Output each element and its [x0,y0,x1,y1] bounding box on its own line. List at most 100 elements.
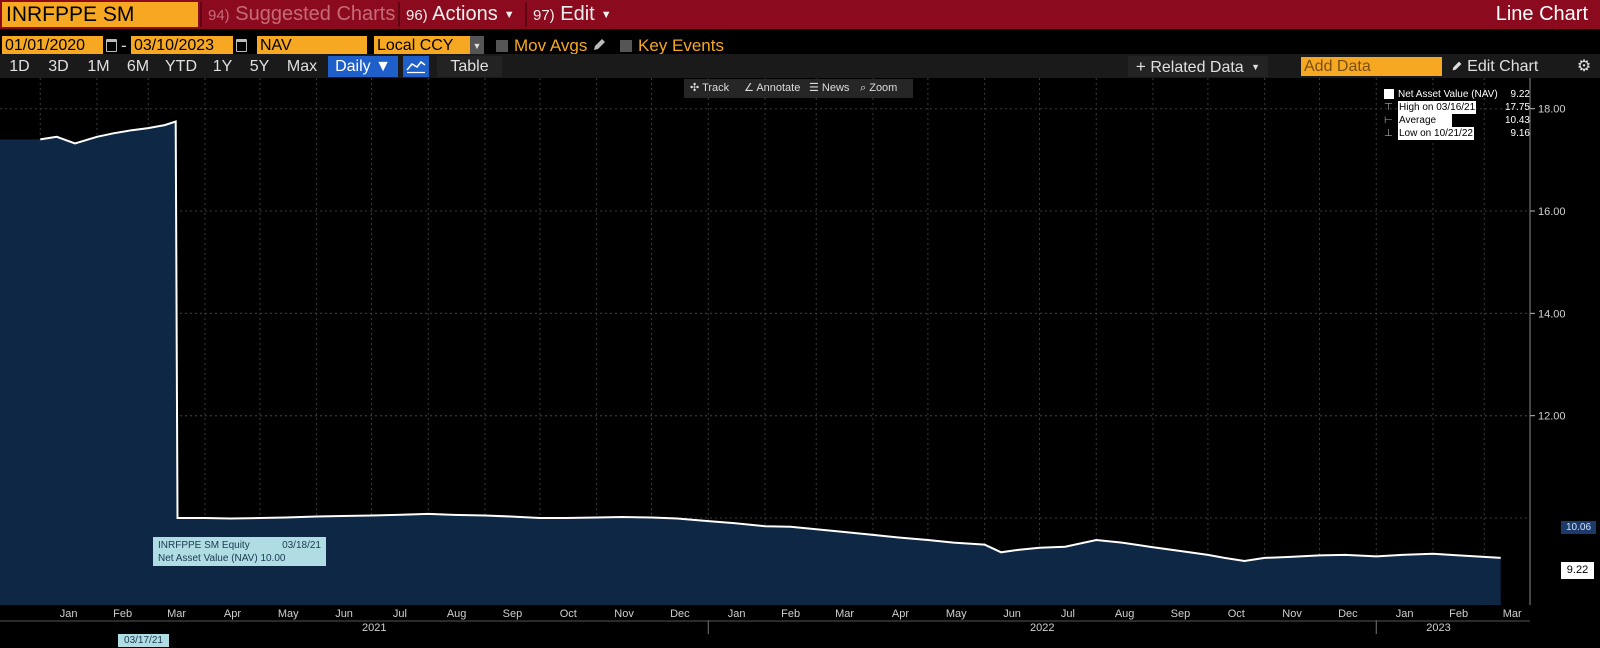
legend-high-label: High on 03/16/21 [1398,101,1477,114]
period-1y[interactable]: 1Y [212,58,233,75]
start-date-field[interactable]: 01/01/2020 [2,36,103,56]
crosshair-value-tag: 10.06 [1561,521,1596,534]
add-data-input[interactable]: Add Data [1301,57,1442,76]
month-tick-label: Jul [393,608,407,620]
y-axis: 18.00 16.00 14.00 12.00 [1529,78,1566,605]
legend-series-name: Net Asset Value (NAV) [1398,89,1498,100]
related-data-label: Related Data [1150,59,1244,76]
month-tick-label: Mar [167,608,186,620]
dropdown-caret-icon: ▼ [600,9,612,21]
month-tick-label: Mar [1503,608,1522,620]
annotate-label: Annotate [756,82,801,94]
mov-avgs-label[interactable]: Mov Avgs [514,36,588,55]
period-1m[interactable]: 1M [87,58,110,75]
crosshair-tooltip: INRFPPE SM Equity 03/18/21 Net Asset Valu… [153,537,326,566]
chart-legend: Net Asset Value (NAV) 9.22 ⊤ High on 03/… [1384,88,1530,144]
month-tick-label: Nov [1282,608,1302,620]
month-tick-label: Feb [781,608,800,620]
legend-high-value: 17.75 [1504,102,1530,113]
menu-label: Edit [560,3,595,25]
currency-selector[interactable]: Local CCY ▼ [374,36,484,56]
low-marker-icon: ⊥ [1384,128,1393,139]
period-1d[interactable]: 1D [9,58,30,75]
legend-average-row: ⊢ Average 10.43 [1384,114,1530,127]
month-tick-label: Oct [560,608,577,620]
actions-menu[interactable]: 96) Actions ▼ [398,2,523,27]
legend-series-value: 9.22 [1510,89,1530,100]
month-tick-label: Aug [447,608,467,620]
gear-icon[interactable]: ⚙ [1576,58,1592,75]
month-tick-label: May [278,608,299,620]
related-data-menu[interactable]: + Related Data ▼ [1128,56,1268,77]
month-tick-label: Oct [1228,608,1245,620]
title-bar: INRFPPE SM Equity 94) Suggested Charts 9… [0,0,1600,51]
month-tick-label: Feb [1449,608,1468,620]
month-tick-label: Jun [1003,608,1021,620]
currency-label: Local CCY [377,37,454,54]
legend-high-row: ⊤ High on 03/16/21 17.75 [1384,101,1530,114]
year-label: 2022 [1030,622,1054,634]
calendar-icon[interactable] [236,39,247,52]
track-label: Track [702,82,730,94]
edit-menu[interactable]: 97) Edit ▼ [525,2,615,27]
news-label: News [821,82,850,94]
nav-area-fill [0,121,1501,605]
dropdown-caret-icon[interactable]: ▼ [470,36,484,56]
legend-series-row[interactable]: Net Asset Value (NAV) 9.22 [1384,88,1530,101]
month-tick-label: Sep [1171,608,1191,620]
month-tick-label: Jul [1061,608,1075,620]
field-selector[interactable]: NAV [257,36,367,56]
dropdown-caret-icon: ▼ [1251,62,1261,72]
year-label: 2021 [362,622,386,634]
frequency-dropdown[interactable]: Daily ▼ [328,56,398,77]
legend-average-value: 10.43 [1504,115,1530,126]
y-tick-label: 12.00 [1538,411,1566,423]
month-tick-label: May [946,608,967,620]
mov-avgs-checkbox[interactable] [496,40,508,52]
legend-low-value: 9.16 [1510,128,1530,139]
menu-number: 94) [208,7,230,24]
period-max[interactable]: Max [286,58,318,75]
average-marker-icon: ⊢ [1384,115,1393,126]
menu-number: 96) [406,7,428,24]
y-tick-label: 18.00 [1538,104,1566,116]
end-date-field[interactable]: 03/10/2023 [131,36,233,56]
line-chart-toggle[interactable] [403,56,429,77]
period-5y[interactable]: 5Y [249,58,270,75]
pencil-icon[interactable] [592,37,607,52]
key-events-label[interactable]: Key Events [638,36,724,55]
news-tool[interactable]: ☰ News [809,82,850,94]
zoom-tool[interactable]: ⌕ Zoom [860,82,898,94]
legend-low-row: ⊥ Low on 10/21/22 9.16 [1384,127,1530,140]
series-color-swatch [1384,89,1394,99]
calendar-icon[interactable] [106,39,117,52]
menu-label: Actions [432,3,498,25]
period-ytd[interactable]: YTD [165,58,197,75]
key-events-checkbox[interactable] [620,40,632,52]
legend-average-label: Average [1398,114,1452,127]
last-value-tag: 9.22 [1561,562,1594,579]
suggested-charts-menu[interactable]: 94) Suggested Charts [200,2,396,27]
ticker-field[interactable]: INRFPPE SM Equity [2,2,198,51]
period-6m[interactable]: 6M [126,58,150,75]
month-tick-label: Sep [503,608,523,620]
menu-number: 97) [533,7,555,24]
month-tick-label: Aug [1115,608,1135,620]
annotate-tool[interactable]: ∠ Annotate [744,82,801,94]
high-marker-icon: ⊤ [1384,102,1393,113]
period-3d[interactable]: 3D [48,58,69,75]
month-tick-label: Dec [670,608,690,620]
month-tick-label: Apr [892,608,909,620]
edit-chart-button[interactable]: Edit Chart [1447,56,1542,77]
table-button[interactable]: Table [437,56,502,77]
month-tick-label: Jan [60,608,78,620]
month-tick-label: Apr [224,608,241,620]
month-tick-label: Nov [614,608,634,620]
tooltip-security: INRFPPE SM Equity [158,540,250,551]
track-tool[interactable]: ✣ Track [690,82,730,94]
month-tick-label: Jan [1396,608,1414,620]
line-chart-icon [406,60,426,74]
plus-icon: + [1135,57,1146,76]
zoom-label: Zoom [869,82,898,94]
